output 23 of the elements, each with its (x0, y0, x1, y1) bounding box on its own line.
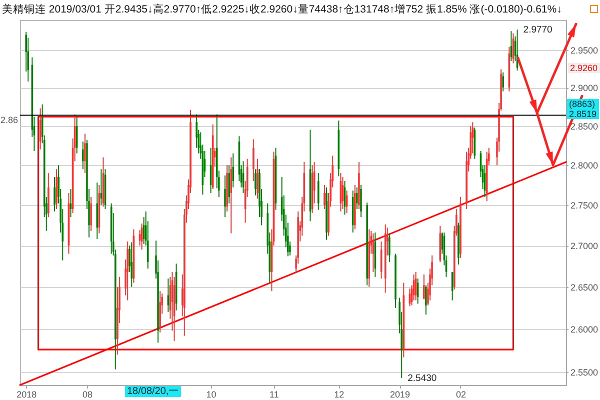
y-tick-label: 2.8000 (570, 160, 598, 171)
x-tick-label: 08 (82, 390, 92, 400)
x-tick-label: 12 (334, 390, 344, 400)
y-tick-label: 2.5500 (570, 367, 598, 378)
y-tick-label: 2.6500 (570, 282, 598, 292)
x-tick-label: 2018 (16, 390, 37, 400)
tag-box: 2.9260 (568, 62, 600, 73)
chart-title: 美精铜连 2019/03/01 开2.9435↓高2.9770↑低2.9225↓收2.9260↓量74438↑仓131748↑增752 振1.85% 涨(-0.0180)-0.61%↓ (2, 2, 562, 16)
annotation: 2.9770 (523, 24, 552, 36)
tag-box: (8863) 2.8519 (567, 99, 599, 120)
y-tick-label: 2.7500 (570, 200, 598, 211)
ref-line-label: 2.86 (0, 115, 18, 126)
tag-box: 18/08/20,一 (125, 386, 181, 397)
y-tick-label: 2.6000 (570, 324, 598, 335)
x-tick-label: 11 (270, 390, 279, 400)
x-tick-label: 2019 (390, 390, 410, 400)
y-tick-label: 2.8500 (570, 122, 598, 132)
y-tick-label: 2.7000 (570, 241, 598, 252)
y-tick-label: 2.9500 (570, 45, 598, 56)
annotation: 2.5430 (408, 373, 437, 384)
y-tick-label: 2.9000 (570, 83, 598, 94)
x-tick-label: 02 (456, 390, 466, 400)
x-tick-label: 10 (206, 390, 216, 400)
